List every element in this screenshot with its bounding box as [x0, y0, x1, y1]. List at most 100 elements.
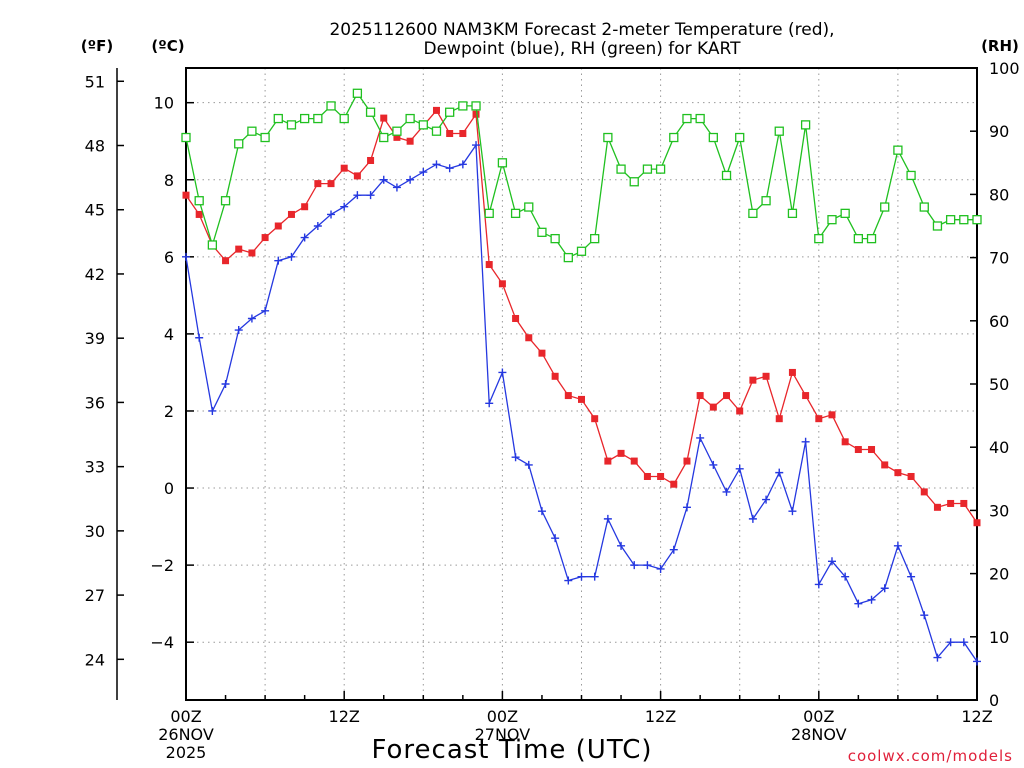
dewpoint-point — [221, 380, 230, 388]
dewpoint-point — [287, 252, 296, 261]
rh-point — [220, 196, 231, 206]
dewpoint-point — [630, 561, 639, 570]
x-tick-label: 2025 — [166, 743, 207, 762]
dewpoint-point — [762, 495, 771, 504]
fahrenheit-unit-label: (ºF) — [81, 37, 113, 55]
rh-point — [787, 208, 798, 219]
temperature-point — [485, 261, 493, 269]
fahrenheit-tick-label: 42 — [85, 265, 105, 284]
rh-point — [774, 126, 784, 136]
dewpoint-point — [841, 572, 850, 581]
rh-point — [669, 132, 679, 143]
dewpoint-point — [893, 541, 902, 550]
rh-point — [405, 113, 415, 124]
temperature-point — [788, 368, 796, 376]
dewpoint-point — [458, 160, 467, 169]
temperature-point — [907, 472, 915, 480]
fahrenheit-tick-label: 36 — [85, 393, 105, 412]
dewpoint-point — [867, 595, 876, 604]
dewpoint-point — [946, 638, 955, 647]
rh-point — [800, 120, 811, 130]
dewpoint-point — [775, 468, 784, 477]
temperature-point — [578, 395, 585, 403]
temperature-point — [960, 499, 968, 507]
temperature-point — [235, 245, 243, 253]
temperature-point — [947, 499, 955, 507]
temperature-point — [670, 480, 678, 488]
dewpoint-point — [735, 464, 744, 473]
celsius-tick-label: −2 — [150, 556, 174, 575]
rh-point — [893, 145, 903, 155]
rh-point — [629, 177, 639, 187]
rh-point — [299, 113, 310, 124]
temperature-point — [195, 210, 203, 218]
temperature-point — [881, 461, 889, 469]
rh-point — [524, 202, 534, 212]
credit-link[interactable]: coolwx.com/models — [848, 747, 1013, 765]
rh-point — [418, 120, 428, 130]
rh-point — [247, 126, 257, 136]
temperature-point — [432, 106, 440, 114]
rh-point — [234, 139, 244, 149]
temperature-point — [274, 222, 282, 230]
temperature-point — [248, 249, 256, 257]
dewpoint-point — [617, 541, 626, 550]
series-rh — [181, 88, 982, 263]
dewpoint-point — [498, 368, 507, 377]
rh-tick-label: 10 — [989, 628, 1009, 647]
axes — [116, 67, 978, 701]
dewpoint-point — [801, 437, 810, 446]
temperature-point — [696, 392, 704, 400]
temperature-point — [406, 137, 414, 145]
dewpoint-point — [722, 487, 731, 496]
rh-point — [866, 233, 877, 244]
dewpoint-point — [247, 314, 256, 323]
dewpoint-point — [274, 256, 283, 265]
temperature-point — [182, 191, 190, 199]
rh-point — [313, 113, 323, 124]
temperature-point — [723, 392, 731, 400]
temperature-point — [762, 372, 770, 380]
dewpoint-point — [472, 141, 481, 150]
rh-point — [695, 113, 705, 124]
temperature-point — [841, 438, 849, 446]
temperature-point — [802, 392, 810, 400]
tick-labels: 1086420−2−451484542393633302724100908070… — [85, 59, 1020, 762]
temperature-point — [920, 488, 928, 496]
rh-point — [471, 101, 481, 111]
rh-point — [339, 113, 349, 124]
rh-unit-label: (RH) — [981, 37, 1019, 55]
celsius-tick-label: −4 — [150, 633, 174, 652]
temperature-point — [973, 519, 981, 527]
temperature-point — [815, 415, 823, 423]
rh-point — [181, 132, 191, 143]
rh-point — [563, 252, 573, 263]
data-series — [181, 88, 982, 666]
temperature-point — [657, 472, 665, 480]
rh-point — [352, 88, 363, 98]
rh-tick-label: 80 — [989, 185, 1009, 204]
temperature-point — [551, 372, 559, 380]
rh-point — [458, 101, 468, 111]
chart-title: 2025112600 NAM3KM Forecast 2-meter Tempe… — [329, 20, 834, 59]
dewpoint-point — [379, 175, 388, 184]
rh-point — [906, 170, 916, 181]
x-tick-label: 26NOV — [158, 725, 214, 744]
dewpoint-point — [880, 584, 889, 593]
rh-point — [392, 126, 402, 136]
title-line-1: 2025112600 NAM3KM Forecast 2-meter Tempe… — [329, 20, 834, 40]
rh-tick-label: 100 — [989, 59, 1020, 78]
dewpoint-point — [195, 333, 204, 342]
rh-point — [365, 107, 376, 117]
x-tick-label: 27NOV — [475, 725, 531, 744]
dewpoint-point — [854, 599, 863, 608]
dewpoint-point — [340, 202, 349, 211]
fahrenheit-tick-label: 27 — [85, 586, 105, 605]
x-tick-label: 12Z — [961, 707, 992, 726]
temperature-point — [301, 203, 309, 211]
temperature-point — [564, 392, 572, 400]
rh-tick-label: 20 — [989, 565, 1009, 584]
temperature-point — [367, 156, 375, 164]
dewpoint-point — [366, 191, 375, 200]
